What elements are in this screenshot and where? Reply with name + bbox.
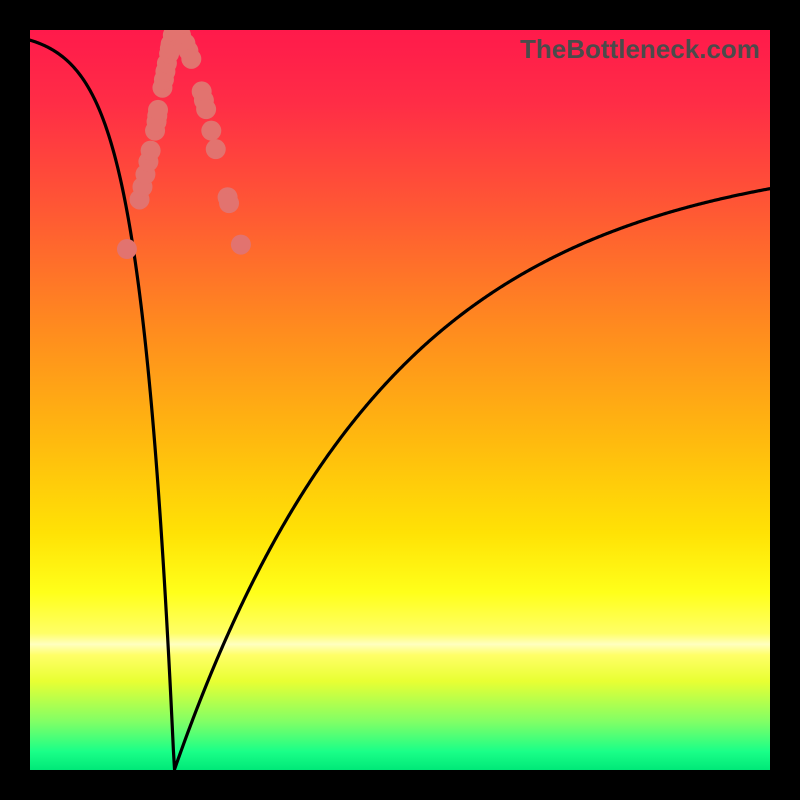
chart-svg — [30, 30, 770, 770]
plot-area: TheBottleneck.com — [30, 30, 770, 770]
data-marker — [201, 121, 221, 141]
data-marker — [181, 49, 201, 69]
data-marker — [141, 141, 161, 161]
data-marker — [117, 239, 137, 259]
data-markers-group — [117, 30, 251, 259]
data-marker — [148, 100, 168, 120]
watermark-text: TheBottleneck.com — [520, 34, 760, 65]
data-marker — [231, 235, 251, 255]
data-marker — [206, 139, 226, 159]
outer-frame: TheBottleneck.com — [30, 30, 770, 770]
data-marker — [196, 99, 216, 119]
data-marker — [219, 193, 239, 213]
